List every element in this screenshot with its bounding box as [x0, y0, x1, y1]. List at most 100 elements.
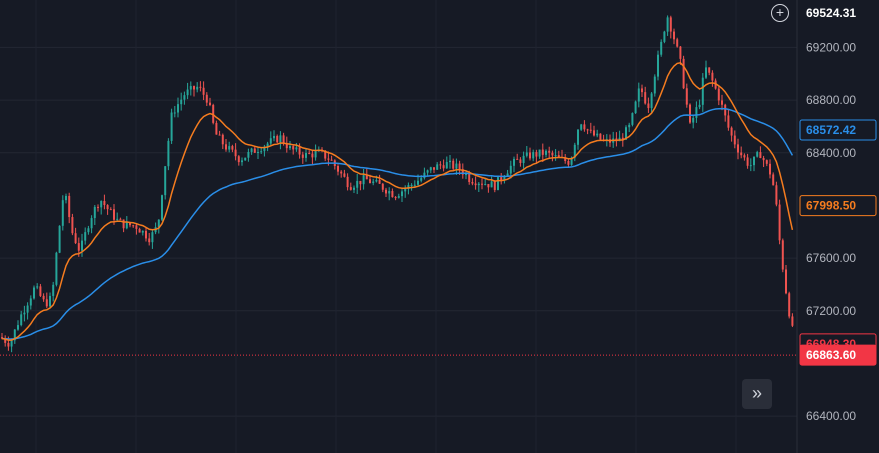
candle-body — [337, 166, 339, 172]
candle-body — [727, 115, 730, 128]
candle-body — [433, 167, 435, 170]
candle-body — [449, 160, 451, 163]
candle-body — [621, 137, 624, 140]
candle-body — [753, 156, 755, 166]
price-axis[interactable] — [797, 0, 879, 453]
candle-body — [737, 144, 739, 153]
candle-body — [701, 77, 704, 105]
candle-body — [234, 149, 237, 157]
candle-body — [113, 209, 115, 220]
candle-body — [538, 149, 541, 157]
candle-body — [637, 88, 640, 102]
candle-body — [103, 200, 106, 206]
price-tick-label: 66400.00 — [806, 409, 856, 423]
price-tick-label: 68400.00 — [806, 146, 856, 160]
candle-body — [644, 92, 647, 104]
candle-body — [500, 177, 503, 181]
candle-body — [625, 127, 627, 140]
candle-body — [653, 76, 656, 94]
candle-body — [209, 102, 211, 105]
candle-body — [215, 122, 218, 135]
candle-body — [68, 195, 71, 218]
candle-body — [391, 191, 394, 198]
candle-body — [196, 86, 199, 90]
candle-body — [225, 144, 227, 150]
candle-body — [509, 165, 512, 174]
candle-body — [26, 305, 29, 313]
candle-body — [292, 146, 295, 150]
candle-body — [33, 287, 35, 299]
candle-body — [519, 159, 522, 164]
candle-body — [705, 67, 707, 78]
candle-body — [55, 252, 58, 285]
candle-body — [257, 151, 259, 153]
candle-body — [359, 180, 362, 185]
candle-body — [484, 184, 487, 186]
candle-body — [631, 113, 634, 125]
candle-body — [285, 143, 288, 149]
candle-body — [29, 298, 32, 306]
plus-icon[interactable]: + — [771, 4, 789, 22]
candle-body — [253, 148, 256, 153]
candle-body — [308, 152, 311, 154]
scroll-to-realtime-button[interactable]: » — [742, 379, 772, 409]
candle-body — [362, 175, 365, 185]
candle-body — [708, 67, 711, 73]
candle-body — [657, 54, 659, 77]
candle-body — [375, 179, 378, 182]
candle-body — [785, 269, 787, 294]
price-axis-ticks: 69200.00 68800.00 68400.00 67600.00 67200.00… — [806, 40, 856, 423]
candle-body — [39, 286, 42, 296]
candle-body — [522, 155, 525, 164]
candle-body — [353, 187, 355, 190]
slow-ma-badge-label: 68572.42 — [806, 123, 856, 137]
candle-body — [151, 232, 154, 243]
candle-body — [516, 158, 519, 160]
candle-body — [81, 240, 83, 251]
fast-ma-badge — [799, 195, 877, 217]
candle-body — [282, 135, 285, 144]
slow-ma-line — [1, 107, 794, 340]
candle-body — [330, 159, 333, 161]
candle-body — [218, 134, 221, 136]
candle-body — [529, 152, 531, 159]
candle-body — [682, 58, 685, 89]
candle-body — [641, 88, 643, 93]
candle-body — [717, 88, 720, 101]
candle-body — [369, 179, 371, 184]
candle-body — [532, 152, 535, 159]
candle-body — [93, 206, 96, 219]
candle-body — [170, 112, 173, 141]
candle-body — [772, 174, 775, 186]
candle-body — [241, 160, 243, 163]
candle-body — [61, 200, 64, 226]
candle-body — [129, 222, 131, 226]
candle-body — [116, 218, 119, 220]
candle-body — [724, 104, 727, 116]
candle-body — [689, 104, 691, 123]
candle-body — [106, 205, 109, 210]
candle-body — [746, 157, 749, 166]
candle-body — [663, 31, 666, 42]
candle-body — [65, 195, 67, 201]
candle-body — [452, 160, 455, 169]
candle-body — [417, 180, 419, 185]
candle-body — [439, 164, 442, 166]
candle-body — [589, 129, 592, 131]
candle-body — [365, 175, 368, 180]
candle-body — [762, 158, 765, 161]
candle-body — [477, 183, 480, 186]
candle-body — [628, 124, 631, 128]
candle-body — [535, 152, 538, 157]
candle-body — [247, 151, 250, 158]
candle-body — [180, 99, 183, 105]
candle-body — [410, 184, 413, 186]
grid — [0, 0, 797, 453]
candle-body — [90, 218, 93, 229]
candle-body — [7, 342, 10, 347]
candle-body — [199, 86, 202, 88]
candle-body — [548, 150, 551, 153]
candle-body — [493, 181, 496, 191]
candle-body — [141, 230, 144, 233]
